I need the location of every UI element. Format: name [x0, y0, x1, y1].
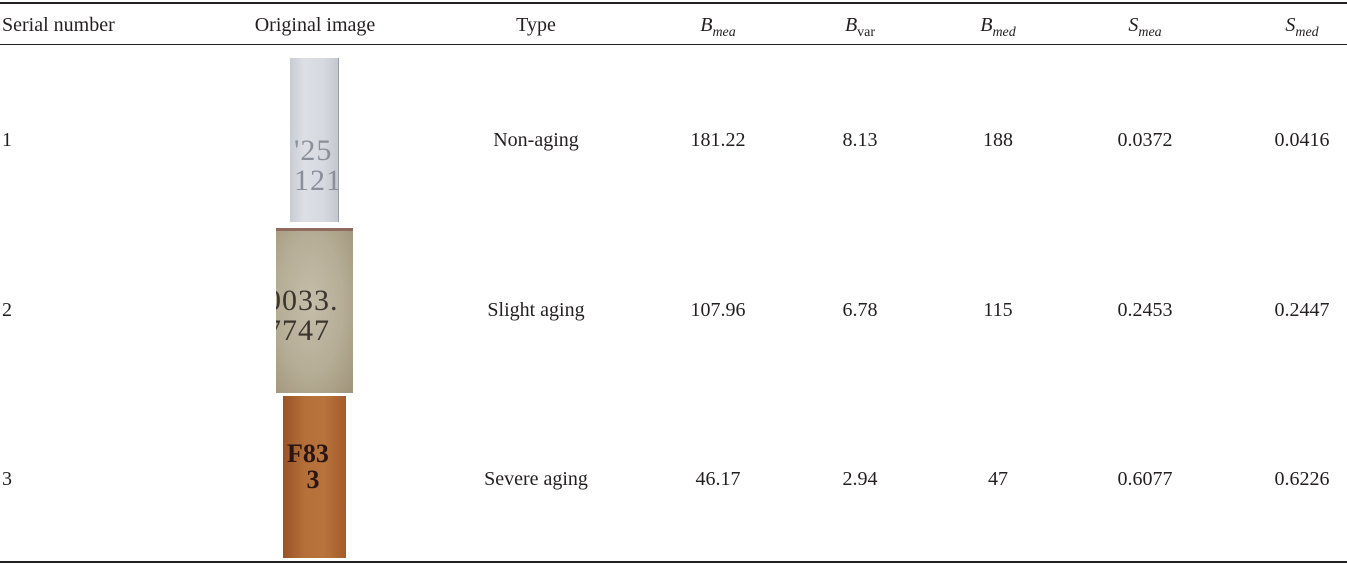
row-b-var: 6.78	[842, 299, 878, 321]
row-b-med: 115	[983, 299, 1013, 321]
row-b-var: 8.13	[842, 129, 878, 151]
thumbnail-print: F83 3	[287, 439, 329, 494]
row-serial: 1	[2, 129, 12, 151]
row-s-med: 0.6226	[1274, 468, 1330, 490]
row-s-mea: 0.0372	[1117, 129, 1173, 151]
header-b-med: Bmed	[980, 14, 1016, 40]
row-serial: 2	[2, 299, 12, 321]
row-serial: 3	[2, 468, 12, 490]
header-s-mea: Smea	[1128, 14, 1162, 40]
header-b-mea: Bmea	[700, 14, 736, 40]
header-b-var: Bvar	[844, 14, 876, 40]
row-type: Slight aging	[487, 299, 585, 321]
row-b-mea: 181.22	[690, 129, 746, 151]
row-type: Severe aging	[484, 468, 588, 490]
row-b-mea: 46.17	[695, 468, 741, 490]
table-bottom-rule	[0, 561, 1347, 563]
table-top-rule	[0, 2, 1347, 4]
header-s-med: Smed	[1285, 14, 1319, 40]
thumbnail-print: '25 121	[294, 134, 339, 197]
row-s-mea: 0.6077	[1117, 468, 1173, 490]
table-header-rule	[0, 44, 1347, 45]
original-image-thumbnail: '25 121	[290, 58, 339, 222]
row-b-mea: 107.96	[690, 299, 746, 321]
row-b-med: 188	[983, 129, 1013, 151]
header-type: Type	[516, 14, 556, 36]
original-image-thumbnail: 0033. 7747	[276, 228, 353, 393]
header-original-image: Original image	[254, 14, 376, 36]
row-b-med: 47	[988, 468, 1008, 490]
header-serial-number: Serial number	[2, 14, 115, 36]
row-s-med: 0.2447	[1274, 299, 1330, 321]
row-s-mea: 0.2453	[1117, 299, 1173, 321]
original-image-thumbnail: F83 3	[283, 396, 346, 558]
row-s-med: 0.0416	[1274, 129, 1330, 151]
thumbnail-print: 0033. 7747	[276, 284, 339, 347]
row-b-var: 2.94	[842, 468, 878, 490]
row-type: Non-aging	[493, 129, 579, 151]
